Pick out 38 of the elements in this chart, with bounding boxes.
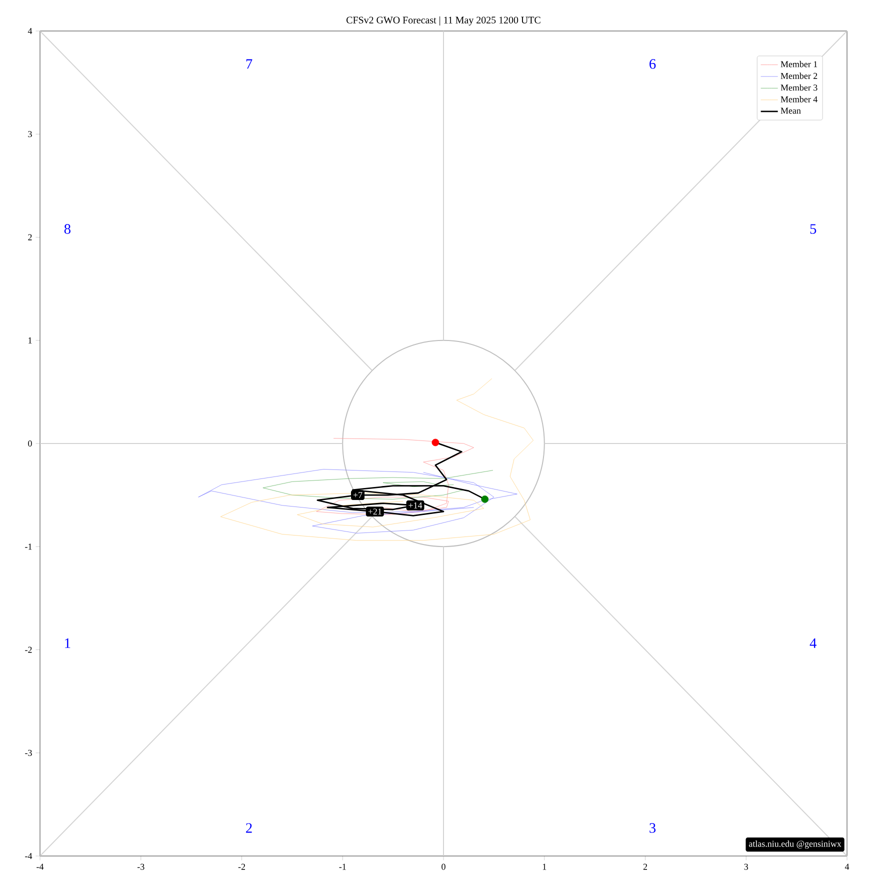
point bbox=[432, 438, 440, 446]
annotation: 2 bbox=[246, 823, 252, 833]
y-tick-label: -3 bbox=[25, 750, 32, 756]
line-series bbox=[198, 469, 518, 534]
x-tick-label: -2 bbox=[238, 864, 245, 870]
annotation: 6 bbox=[650, 59, 656, 69]
chart-title: CFSv2 GWO Forecast | 11 May 2025 1200 UTC bbox=[346, 16, 540, 26]
annotation: 1 bbox=[65, 638, 70, 648]
annotation: 4 bbox=[810, 638, 816, 648]
y-tick-label: -4 bbox=[25, 853, 32, 859]
y-tick-label: -2 bbox=[25, 646, 32, 653]
legend-label: Member 1 bbox=[780, 60, 818, 68]
annotation: 5 bbox=[810, 224, 816, 234]
annotation: atlas.niu.edu @gensiniwx bbox=[749, 840, 842, 849]
line-series bbox=[262, 470, 494, 500]
x-tick-label: 2 bbox=[643, 864, 647, 870]
x-tick-label: -1 bbox=[339, 864, 346, 870]
legend-label: Mean bbox=[780, 108, 801, 114]
y-tick-label: 0 bbox=[28, 440, 32, 447]
x-tick-label: 3 bbox=[744, 864, 748, 870]
y-tick-label: 4 bbox=[28, 28, 32, 34]
legend-label: Member 4 bbox=[780, 96, 818, 102]
x-tick-label: -3 bbox=[137, 864, 144, 870]
y-tick-label: 1 bbox=[28, 337, 32, 344]
y-tick-label: 2 bbox=[28, 234, 32, 240]
annotation: 3 bbox=[650, 823, 656, 833]
legend-label: Member 2 bbox=[780, 72, 818, 79]
x-tick-label: 0 bbox=[442, 864, 446, 870]
x-tick-label: -4 bbox=[36, 864, 44, 870]
y-tick-label: -1 bbox=[25, 544, 32, 550]
x-tick-label: 4 bbox=[844, 864, 850, 870]
y-tick-label: 3 bbox=[28, 131, 32, 138]
point bbox=[481, 496, 489, 503]
legend-label: Member 3 bbox=[780, 84, 818, 91]
annotation: 7 bbox=[246, 59, 252, 69]
annotation: 8 bbox=[64, 224, 70, 234]
x-tick-label: 1 bbox=[542, 864, 546, 870]
line-series bbox=[220, 378, 534, 541]
